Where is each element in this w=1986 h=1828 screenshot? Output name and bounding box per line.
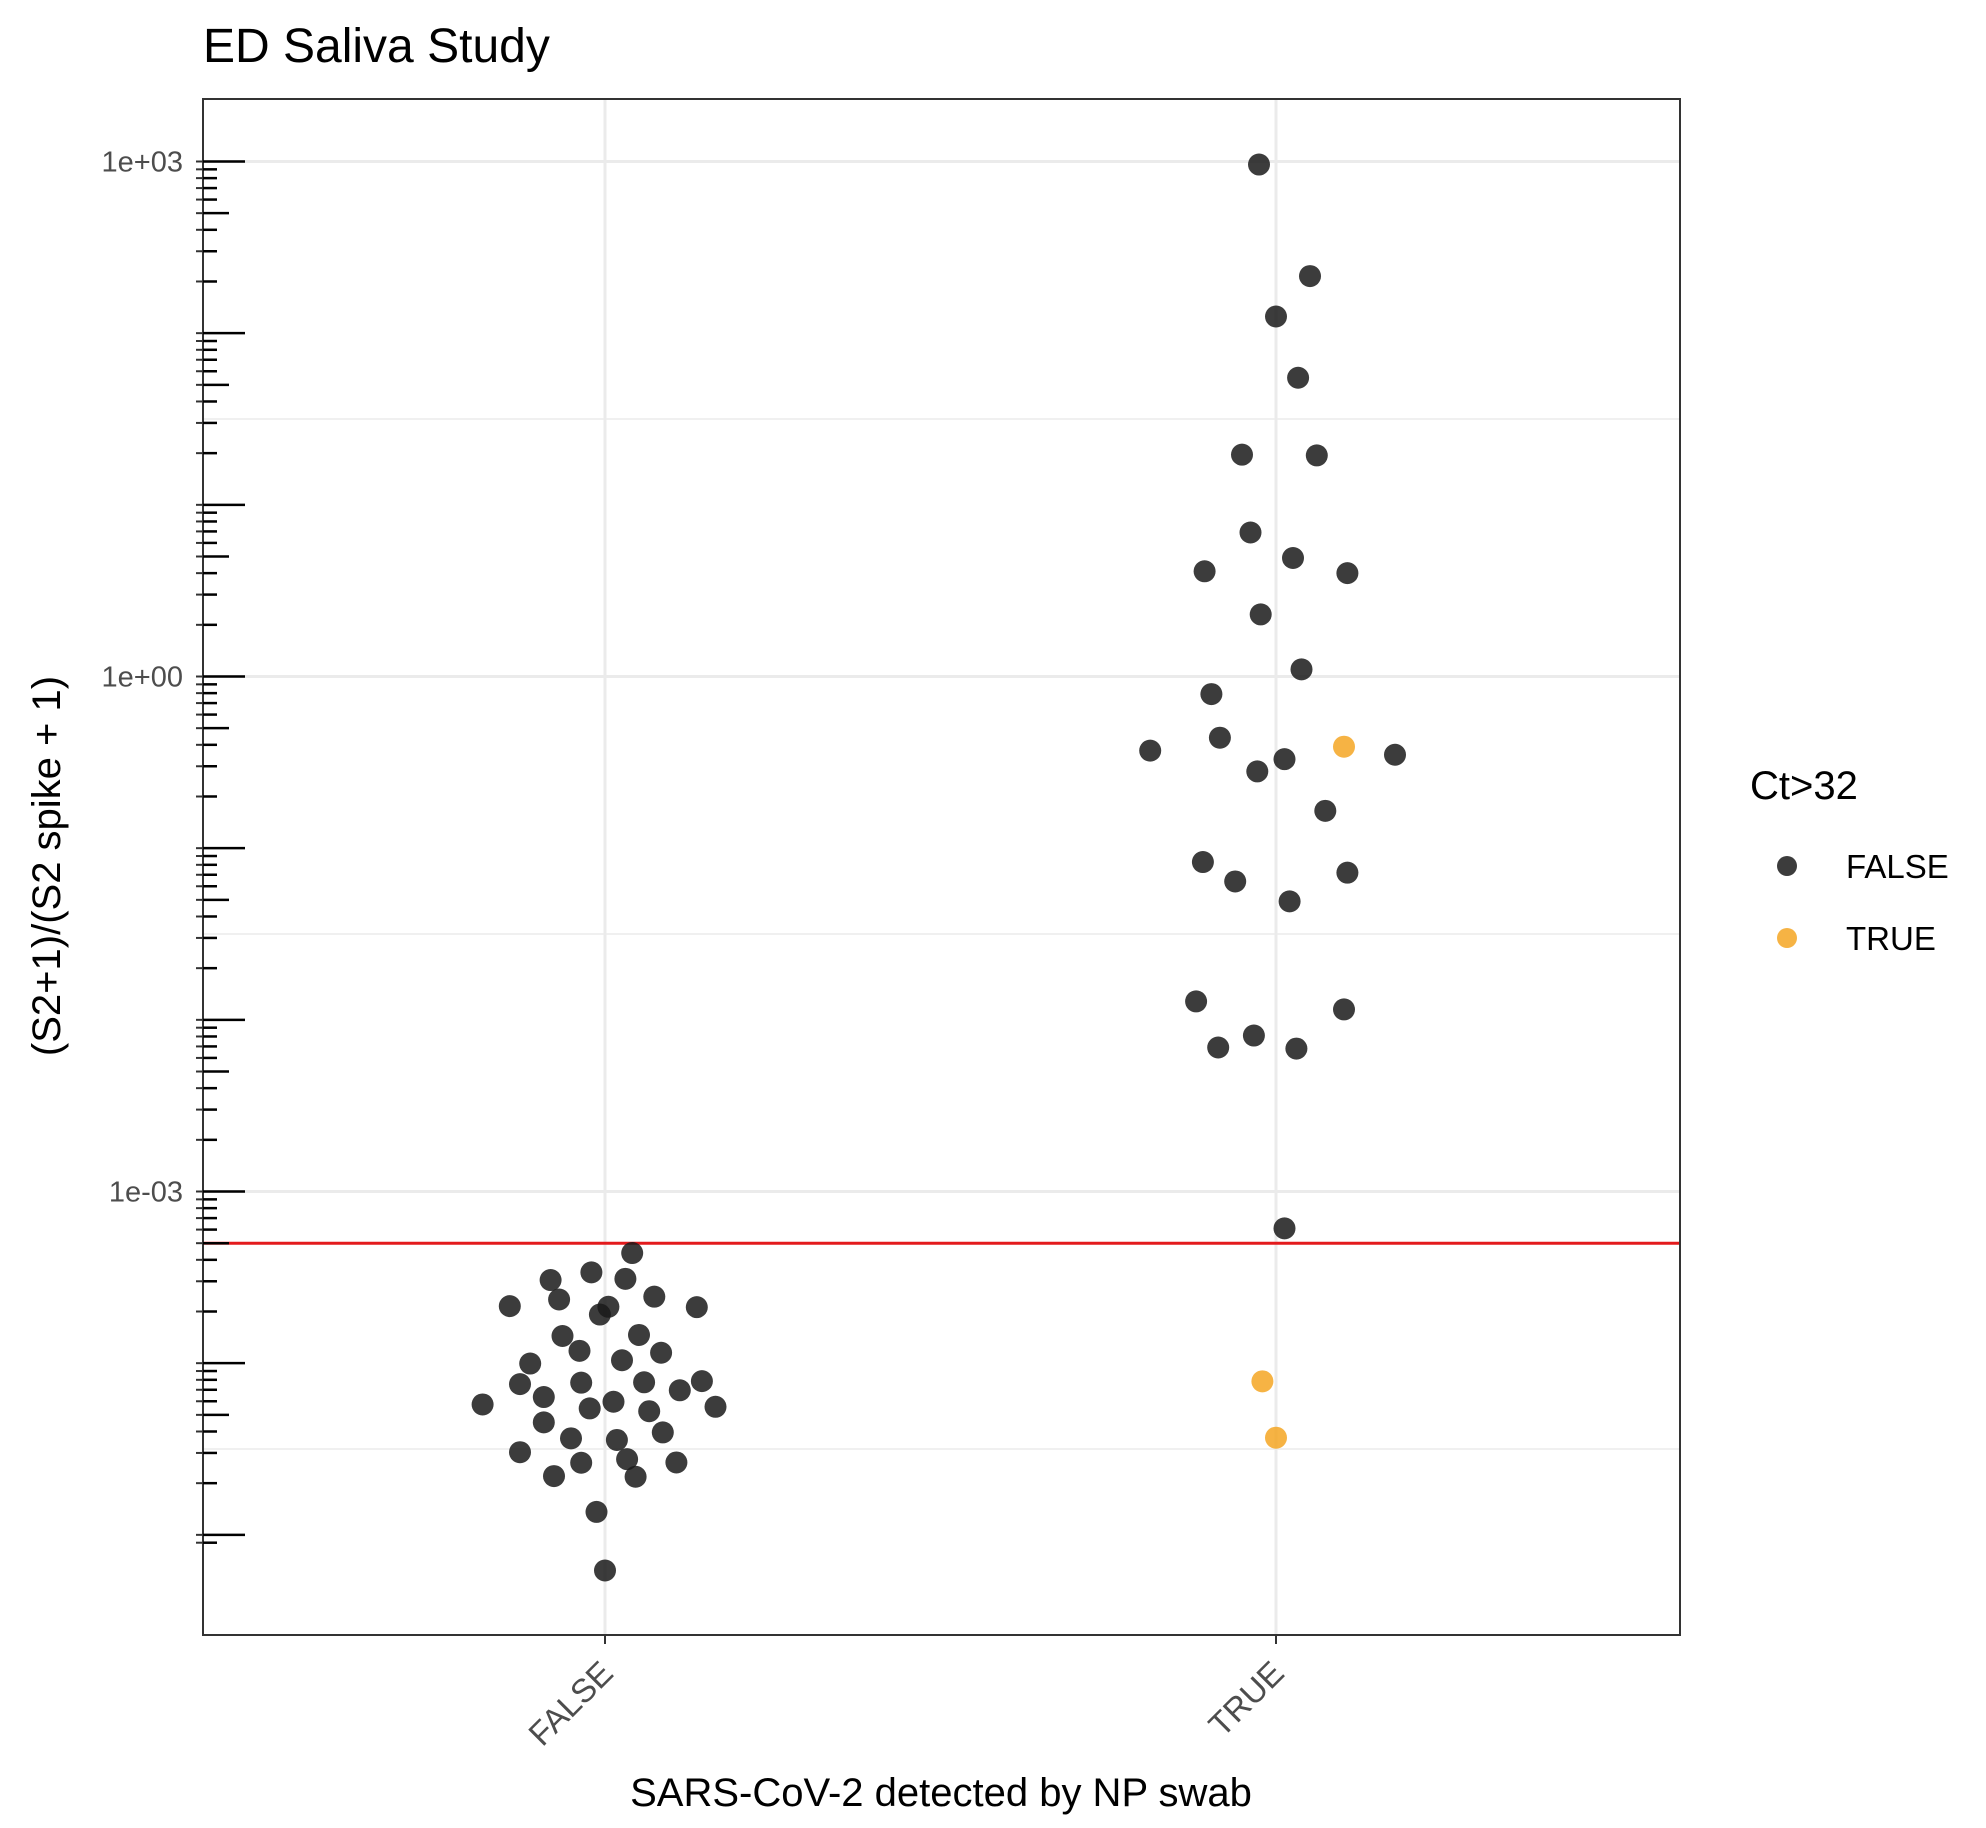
data-point — [1231, 443, 1253, 466]
x-axis-title: SARS-CoV-2 detected by NP swab — [630, 1771, 1252, 1815]
y-tick-label: 1e-03 — [109, 1177, 183, 1209]
data-point — [624, 1465, 647, 1488]
data-point — [1333, 735, 1355, 758]
x-tick-label: TRUE — [1201, 1654, 1291, 1744]
data-point — [519, 1352, 542, 1375]
data-point — [509, 1373, 531, 1396]
grid-minor — [203, 418, 1680, 1450]
data-point — [1290, 658, 1313, 681]
data-point — [570, 1451, 593, 1474]
data-point — [580, 1261, 603, 1284]
chart-title: ED Saliva Study — [203, 20, 550, 73]
data-point — [685, 1296, 708, 1319]
legend-title: Ct>32 — [1750, 764, 1858, 808]
data-point — [643, 1285, 666, 1308]
y-tick-label: 1e+00 — [102, 662, 183, 694]
data-point — [1287, 366, 1310, 389]
data-point — [1336, 562, 1359, 585]
data-point — [1139, 739, 1162, 762]
data-point — [509, 1441, 531, 1464]
data-point — [665, 1451, 688, 1474]
data-point — [471, 1393, 494, 1416]
legend-key-false — [1777, 856, 1797, 876]
legend-label-true: TRUE — [1846, 920, 1936, 957]
data-point — [1384, 743, 1406, 766]
data-point — [1265, 305, 1287, 328]
data-point — [1191, 851, 1214, 874]
plot-panel-background — [203, 99, 1680, 1635]
data-point — [594, 1559, 616, 1582]
data-point — [578, 1397, 601, 1420]
data-point — [1242, 1024, 1265, 1047]
data-point — [585, 1500, 608, 1523]
grid-major — [203, 99, 1680, 1635]
data-point — [543, 1465, 565, 1488]
data-point — [616, 1448, 639, 1471]
data-point — [668, 1379, 691, 1402]
data-point — [548, 1288, 571, 1311]
data-point — [1336, 861, 1359, 884]
data-point — [628, 1323, 650, 1346]
data-point — [532, 1386, 555, 1409]
data-point — [1299, 265, 1321, 288]
data-point — [1207, 1036, 1230, 1059]
y-tick-label: 1e+03 — [102, 146, 183, 178]
legend-key-true — [1777, 928, 1797, 948]
data-point — [532, 1411, 555, 1434]
data-point — [1239, 521, 1262, 544]
data-point — [651, 1421, 674, 1444]
data-point — [1208, 726, 1231, 749]
data-point — [1314, 799, 1337, 822]
data-point — [1278, 890, 1301, 913]
data-point — [597, 1295, 620, 1318]
data-point — [1273, 1217, 1296, 1240]
data-point — [704, 1395, 727, 1418]
data-point — [1273, 748, 1296, 771]
legend: Ct>32 FALSE TRUE — [1750, 764, 1949, 957]
data-point — [1249, 603, 1272, 626]
plot-panel-border — [202, 98, 1681, 1636]
data-point — [650, 1341, 673, 1364]
data-point — [498, 1295, 521, 1318]
data-point — [611, 1349, 633, 1372]
x-axis: FALSE TRUE — [521, 1635, 1291, 1753]
data-point — [1248, 153, 1270, 176]
data-point — [551, 1324, 574, 1347]
data-points — [471, 153, 1406, 1582]
data-point — [1282, 547, 1304, 570]
data-point — [568, 1339, 591, 1362]
data-point — [602, 1390, 625, 1413]
data-point — [621, 1242, 644, 1265]
data-point — [1333, 998, 1355, 1021]
data-point — [539, 1269, 562, 1292]
legend-label-false: FALSE — [1846, 848, 1949, 885]
data-point — [614, 1267, 637, 1290]
data-point — [638, 1400, 661, 1423]
data-point — [1185, 990, 1208, 1013]
data-point — [1265, 1426, 1287, 1449]
data-point — [633, 1371, 656, 1394]
data-point — [1251, 1370, 1274, 1393]
data-point — [1285, 1037, 1308, 1060]
y-axis-title: (S2+1)/(S2 spike + 1) — [25, 676, 69, 1056]
data-point — [1193, 560, 1216, 583]
data-point — [570, 1371, 593, 1394]
data-point — [560, 1427, 582, 1450]
data-point — [690, 1370, 713, 1393]
data-point — [1305, 444, 1328, 467]
x-tick-label: FALSE — [521, 1654, 620, 1753]
data-point — [1246, 760, 1269, 783]
y-axis: 1e-03 1e+00 1e+03 — [102, 146, 245, 1544]
data-point — [1224, 870, 1247, 893]
data-point — [1200, 683, 1223, 706]
data-point — [605, 1428, 628, 1451]
